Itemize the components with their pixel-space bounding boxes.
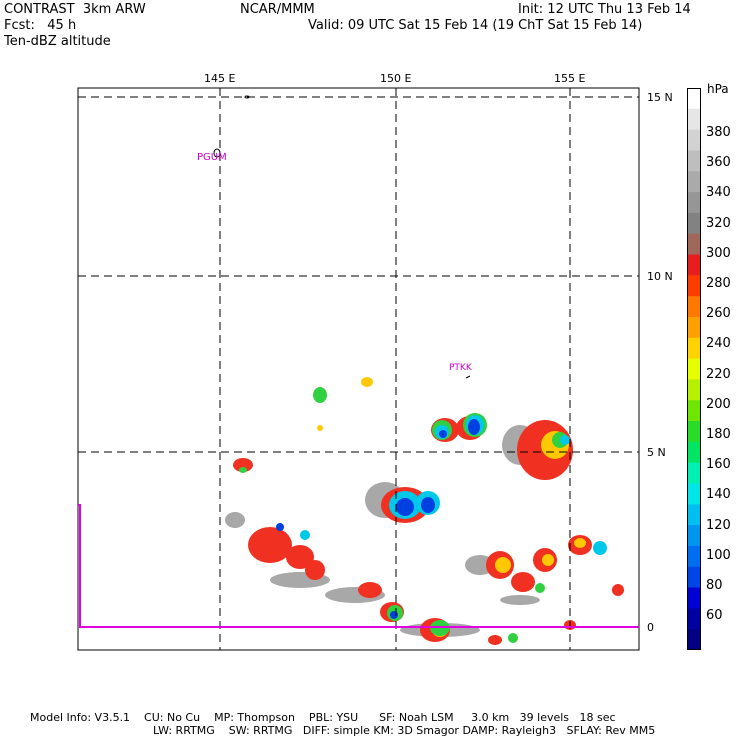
colorbar-tick-label: 380 bbox=[706, 125, 731, 140]
colorbar-tick-label: 140 bbox=[706, 487, 731, 503]
colorbar-swatch bbox=[687, 316, 701, 339]
lat-label-10n: 10 N bbox=[647, 270, 673, 283]
colorbar-tick-label: 260 bbox=[706, 306, 731, 322]
colorbar-tick-label: 340 bbox=[706, 185, 731, 201]
colorbar-tick-label: 300 bbox=[706, 245, 731, 261]
colorbar-tick-label: 220 bbox=[706, 366, 731, 382]
colorbar-swatch bbox=[687, 108, 701, 131]
colorbar-swatch bbox=[687, 608, 701, 630]
domain-boundary bbox=[78, 504, 639, 628]
colorbar-tick-label: 200 bbox=[706, 396, 731, 412]
colorbar-swatch bbox=[687, 129, 701, 151]
lat-lon-grid bbox=[78, 88, 639, 650]
map-frame bbox=[77, 87, 640, 651]
lat-label-0: 0 bbox=[647, 621, 654, 634]
colorbar-tick-label: 120 bbox=[706, 517, 731, 533]
blue-echoes bbox=[276, 419, 480, 619]
reflectivity-field bbox=[225, 377, 624, 645]
lat-label-5n: 5 N bbox=[647, 446, 666, 459]
colorbar-swatch bbox=[687, 171, 701, 193]
colorbar bbox=[687, 88, 701, 650]
colorbar-tick-label: 160 bbox=[706, 457, 731, 473]
colorbar-swatch bbox=[687, 275, 701, 297]
colorbar-tick-label: 80 bbox=[706, 578, 723, 593]
header-source: NCAR/MMM bbox=[240, 2, 315, 17]
colorbar-swatch bbox=[687, 337, 701, 360]
colorbar-swatch bbox=[687, 462, 701, 484]
colorbar-swatch bbox=[687, 254, 701, 276]
header-forecast-hour: Fcst: 45 h bbox=[4, 18, 77, 33]
colorbar-swatch bbox=[687, 504, 701, 526]
colorbar-swatch bbox=[687, 379, 701, 401]
colorbar-swatch bbox=[687, 88, 701, 110]
colorbar-swatch bbox=[687, 233, 701, 256]
guam-island bbox=[213, 148, 221, 158]
colorbar-tick-label: 60 bbox=[706, 608, 723, 624]
colorbar-swatch bbox=[687, 421, 701, 443]
colorbar-swatch bbox=[687, 400, 701, 422]
lon-label-150e: 150 E bbox=[380, 72, 412, 85]
header-init-time: Init: 12 UTC Thu 13 Feb 14 bbox=[518, 2, 691, 17]
colorbar-tick-label: 320 bbox=[706, 215, 731, 231]
colorbar-swatch bbox=[687, 212, 701, 235]
station-label-ptkk: PTKK bbox=[449, 363, 472, 373]
chuuk-island bbox=[465, 375, 471, 379]
header-field-name: Ten-dBZ altitude bbox=[4, 34, 111, 49]
colorbar-swatch bbox=[687, 483, 701, 505]
colorbar-swatch bbox=[687, 525, 701, 547]
lon-label-155e: 155 E bbox=[554, 72, 586, 85]
colorbar-swatch bbox=[687, 566, 701, 589]
colorbar-tick-label: 100 bbox=[706, 547, 731, 563]
station-label-pgum: PGUM bbox=[197, 152, 227, 163]
colorbar-tick-label: 180 bbox=[706, 427, 731, 442]
colorbar-swatch bbox=[687, 150, 701, 172]
colorbar-tick-label: 360 bbox=[706, 155, 731, 171]
footer-physics-info: LW: RRTMG SW: RRTMG DIFF: simple KM: 3D … bbox=[153, 724, 656, 737]
header-model-title: CONTRAST 3km ARW bbox=[4, 2, 146, 17]
colorbar-swatch bbox=[687, 587, 701, 609]
lon-label-145e: 145 E bbox=[204, 72, 236, 85]
colorbar-swatch bbox=[687, 192, 701, 214]
colorbar-swatch bbox=[687, 296, 701, 318]
colorbar-swatch bbox=[687, 545, 701, 568]
colorbar-tick-label: 280 bbox=[706, 276, 731, 291]
lat-label-15n: 15 N bbox=[647, 91, 673, 104]
header-valid-time: Valid: 09 UTC Sat 15 Feb 14 (19 ChT Sat … bbox=[308, 18, 643, 33]
colorbar-swatch bbox=[687, 629, 701, 650]
colorbar-unit: hPa bbox=[707, 82, 729, 96]
footer-model-info: Model Info: V3.5.1 CU: No Cu MP: Thompso… bbox=[30, 711, 616, 724]
islands bbox=[213, 95, 471, 379]
colorbar-swatch bbox=[687, 358, 701, 380]
colorbar-swatch bbox=[687, 441, 701, 464]
colorbar-tick-label: 240 bbox=[706, 336, 731, 352]
